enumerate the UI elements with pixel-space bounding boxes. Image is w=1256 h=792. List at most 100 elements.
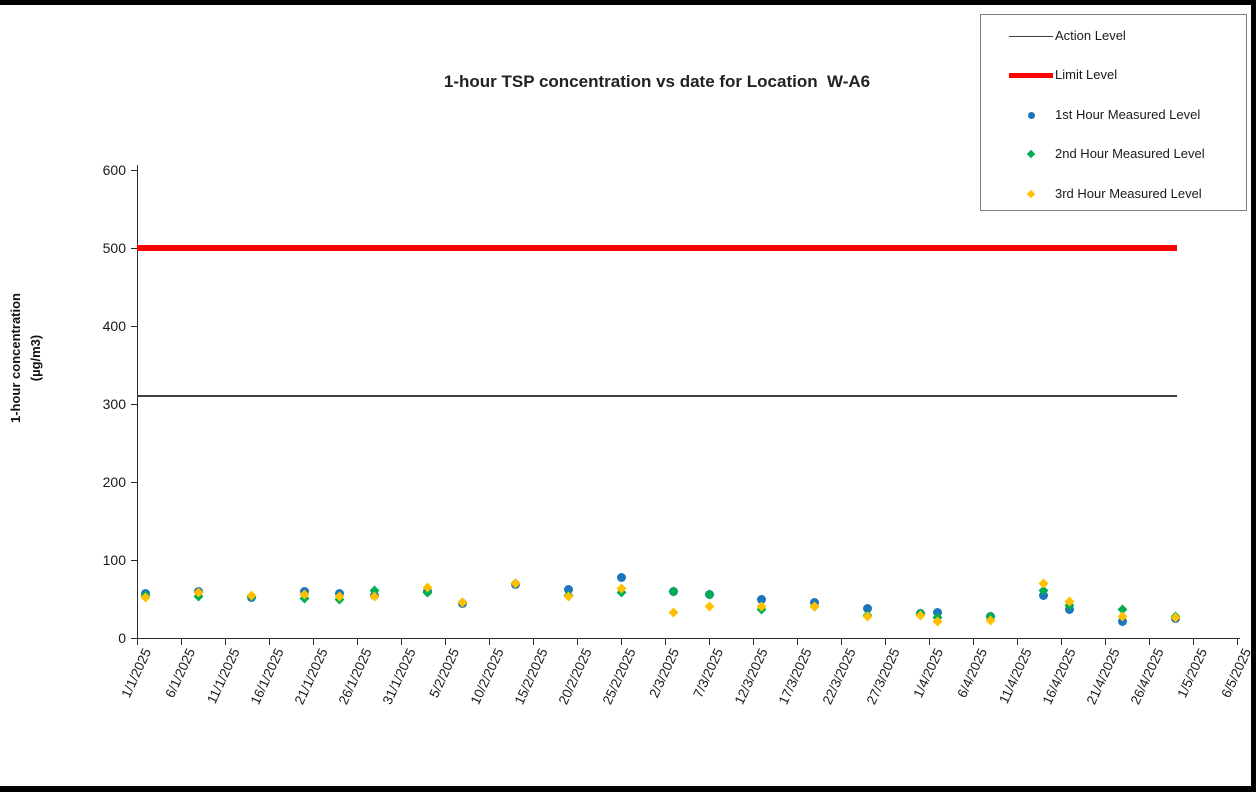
- x-tick-label: 11/1/2025: [204, 646, 243, 706]
- x-tick-label: 16/1/2025: [247, 646, 287, 707]
- x-tick: [753, 638, 754, 645]
- x-tick-label: 31/1/2025: [379, 646, 419, 707]
- legend-item-label: 1st Hour Measured Level: [1055, 107, 1201, 122]
- data-point: [563, 585, 573, 595]
- thin-line-legend-icon: [1009, 26, 1053, 46]
- y-tick-label: 400: [102, 318, 126, 334]
- x-tick-label: 10/2/2025: [467, 646, 507, 707]
- x-tick: [181, 638, 182, 645]
- legend-item: Action Level: [981, 26, 1246, 46]
- y-tick: [131, 404, 137, 405]
- x-tick: [225, 638, 226, 645]
- frame-border-top: [0, 0, 1256, 5]
- y-tick: [131, 326, 137, 327]
- y-tick-label: 500: [102, 240, 126, 256]
- data-point: [1118, 617, 1128, 627]
- x-tick-label: 11/4/2025: [996, 646, 1035, 706]
- data-point: [704, 601, 714, 612]
- x-tick: [137, 638, 138, 645]
- x-tick-label: 5/2/2025: [426, 646, 463, 700]
- legend-item: 2nd Hour Measured Level: [981, 144, 1246, 164]
- data-point: [862, 603, 872, 613]
- legend-item: Limit Level: [981, 65, 1246, 85]
- legend-item-label: Action Level: [1055, 28, 1126, 43]
- y-tick-label: 100: [102, 552, 126, 568]
- x-tick: [665, 638, 666, 645]
- thin-line-swatch: [1009, 35, 1053, 37]
- y-axis-title: 1-hour concentration (µg/m3): [6, 268, 46, 448]
- x-tick: [973, 638, 974, 645]
- x-tick: [885, 638, 886, 645]
- diamond-swatch: [1026, 149, 1036, 159]
- action-level-line: [137, 395, 1177, 397]
- x-tick: [313, 638, 314, 645]
- thick-line-legend-icon: [1009, 65, 1053, 85]
- x-tick: [269, 638, 270, 645]
- x-tick: [533, 638, 534, 645]
- legend-item-label: 3rd Hour Measured Level: [1055, 186, 1202, 201]
- x-tick-label: 15/2/2025: [511, 646, 551, 707]
- y-axis-title-line1: 1-hour concentration: [8, 293, 23, 424]
- x-tick: [401, 638, 402, 645]
- diamond-swatch: [1026, 189, 1036, 199]
- x-tick: [489, 638, 490, 645]
- x-tick-label: 26/4/2025: [1127, 646, 1167, 707]
- diamond-legend-icon: [1009, 144, 1053, 164]
- y-tick: [131, 248, 137, 249]
- data-point: [1038, 578, 1049, 589]
- y-tick: [131, 638, 137, 639]
- x-tick-label: 27/3/2025: [863, 646, 903, 707]
- x-tick-label: 2/3/2025: [646, 646, 683, 700]
- x-tick: [445, 638, 446, 645]
- y-tick-label: 200: [102, 474, 126, 490]
- data-point: [616, 573, 626, 583]
- frame-border-bottom: [0, 786, 1256, 792]
- circle-swatch: [1027, 111, 1035, 119]
- legend-item-label: 2nd Hour Measured Level: [1055, 146, 1205, 161]
- legend-item: 1st Hour Measured Level: [981, 105, 1246, 125]
- x-tick: [577, 638, 578, 645]
- y-tick: [131, 170, 137, 171]
- y-tick-label: 300: [102, 396, 126, 412]
- x-tick: [357, 638, 358, 645]
- x-tick: [1061, 638, 1062, 645]
- limit-level-line: [137, 245, 1177, 251]
- x-tick-label: 1/4/2025: [910, 646, 947, 700]
- x-tick: [1193, 638, 1194, 645]
- x-tick-label: 1/5/2025: [1174, 646, 1211, 700]
- circle-legend-icon: [1009, 105, 1053, 125]
- legend-item-label: Limit Level: [1055, 67, 1118, 82]
- diamond-legend-icon: [1009, 184, 1053, 204]
- legend-item: 3rd Hour Measured Level: [981, 184, 1246, 204]
- x-tick-label: 25/2/2025: [599, 646, 639, 707]
- y-tick: [131, 560, 137, 561]
- x-tick: [1237, 638, 1238, 645]
- x-tick-label: 21/1/2025: [291, 646, 331, 707]
- x-tick: [929, 638, 930, 645]
- x-tick-label: 17/3/2025: [775, 646, 815, 707]
- x-tick-label: 26/1/2025: [335, 646, 375, 707]
- x-axis-line: [137, 638, 1240, 639]
- x-tick-label: 6/5/2025: [1218, 646, 1255, 700]
- y-tick-label: 0: [118, 630, 126, 646]
- x-tick-label: 21/4/2025: [1083, 646, 1123, 707]
- x-tick-label: 22/3/2025: [819, 646, 859, 707]
- x-tick: [621, 638, 622, 645]
- x-tick: [1017, 638, 1018, 645]
- y-axis-line: [137, 165, 138, 639]
- x-tick: [841, 638, 842, 645]
- x-tick: [1149, 638, 1150, 645]
- x-tick: [1105, 638, 1106, 645]
- x-tick: [709, 638, 710, 645]
- x-tick: [797, 638, 798, 645]
- y-axis-title-line2: (µg/m3): [27, 334, 43, 382]
- x-tick-label: 6/4/2025: [954, 646, 991, 700]
- x-tick-label: 1/1/2025: [118, 646, 155, 700]
- data-point: [933, 607, 943, 617]
- y-tick: [131, 482, 137, 483]
- x-tick-label: 16/4/2025: [1039, 646, 1079, 707]
- y-tick-label: 600: [102, 162, 126, 178]
- frame-border-right: [1251, 0, 1256, 792]
- thick-line-swatch: [1009, 72, 1053, 78]
